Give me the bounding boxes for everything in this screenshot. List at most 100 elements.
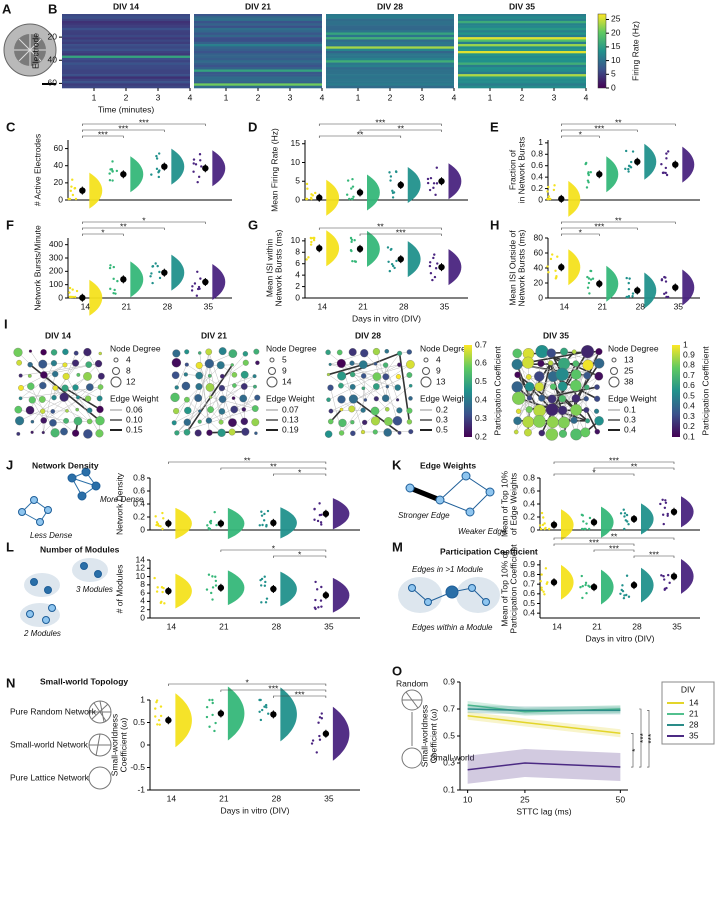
network-node xyxy=(75,407,79,412)
network-node xyxy=(515,408,522,414)
network-node xyxy=(173,407,180,415)
jitter-dot xyxy=(261,708,264,712)
raster-row xyxy=(458,37,586,40)
network-node xyxy=(27,362,33,368)
x-tick-label: 28 xyxy=(632,621,642,631)
raster-row xyxy=(62,34,190,38)
mean-dot xyxy=(270,711,277,718)
jitter-dot xyxy=(664,280,668,283)
jitter-dot xyxy=(163,602,166,605)
network-node xyxy=(557,405,568,416)
jitter-dot xyxy=(350,187,353,190)
violin xyxy=(407,167,421,203)
colorbar-label: Participation Coefficient xyxy=(700,346,710,436)
sig-label: * xyxy=(245,677,249,687)
network-node xyxy=(194,429,202,437)
violin xyxy=(568,249,581,286)
raster-row xyxy=(326,16,454,19)
network-edge xyxy=(187,386,200,411)
jitter-dot xyxy=(214,575,217,578)
schematic-title: Small-world Topology xyxy=(40,676,128,686)
x-axis-label: Days in vitro (DIV) xyxy=(221,805,290,815)
violin xyxy=(171,254,185,291)
jitter-dot xyxy=(318,738,322,741)
mean-dot xyxy=(322,592,330,599)
jitter-dot xyxy=(353,239,356,242)
violin xyxy=(682,146,695,183)
network-node xyxy=(339,407,344,412)
jitter-dot xyxy=(432,182,436,185)
raster-row xyxy=(194,57,322,61)
legend-title: Node Degree xyxy=(266,343,317,353)
jitter-dot xyxy=(205,588,209,591)
jitter-dot xyxy=(259,718,263,722)
raster-row xyxy=(326,39,454,43)
colorbar-tick-label: 0.1 xyxy=(683,431,695,441)
raster-row xyxy=(62,20,190,24)
legend-label: 4 xyxy=(126,354,131,364)
raster-row xyxy=(194,71,322,75)
jitter-dot xyxy=(540,511,544,515)
network-node xyxy=(184,406,192,415)
network-node xyxy=(181,381,191,391)
x-tick-label: 4 xyxy=(584,92,589,102)
network-node xyxy=(385,384,390,389)
violin xyxy=(280,571,297,607)
x-tick-label: 28 xyxy=(163,301,173,311)
sig-bracket xyxy=(318,135,402,138)
jitter-dot xyxy=(542,516,545,519)
y-tick-label: -0.5 xyxy=(130,762,145,772)
mean-dot xyxy=(120,171,127,178)
jitter-dot xyxy=(154,515,157,518)
network-node xyxy=(84,395,92,402)
x-tick-label: 28 xyxy=(272,621,282,631)
violin xyxy=(280,507,297,539)
network-node xyxy=(572,360,580,367)
network-node xyxy=(204,359,214,369)
raster-row xyxy=(194,62,322,66)
jitter-dot xyxy=(428,264,432,268)
network-edge xyxy=(328,363,364,376)
network-node xyxy=(555,367,569,381)
jitter-dot xyxy=(539,527,543,531)
sig-bracket xyxy=(82,233,124,236)
jitter-dot xyxy=(432,256,435,260)
network-node xyxy=(40,417,47,424)
legend-title: Node Degree xyxy=(608,343,659,353)
jitter-dot xyxy=(391,189,394,193)
jitter-dot xyxy=(109,287,112,291)
jitter-dot xyxy=(627,287,631,291)
network-node xyxy=(373,361,378,366)
jitter-dot xyxy=(554,277,558,280)
network-edge xyxy=(20,363,99,376)
violin xyxy=(606,265,619,302)
y-tick-label: 0.3 xyxy=(443,757,455,767)
legend-label: 0.13 xyxy=(282,414,299,424)
x-tick-label: 14 xyxy=(318,301,328,311)
mean-dot xyxy=(356,189,364,196)
jitter-dot xyxy=(587,181,590,184)
sig-label: *** xyxy=(609,543,620,553)
colorbar-label: Participation Coefficient xyxy=(492,346,502,436)
network-node xyxy=(50,349,58,356)
jitter-dot xyxy=(547,271,550,274)
jitter-dot xyxy=(262,519,266,522)
raster-row xyxy=(326,51,454,54)
y-tick-label: 0.2 xyxy=(133,511,145,521)
network-node xyxy=(348,348,357,357)
network-edge xyxy=(541,398,587,434)
network-node xyxy=(581,345,595,359)
jitter-dot xyxy=(318,716,322,719)
network-edge xyxy=(352,385,411,434)
network-edge xyxy=(220,397,258,423)
raster-row xyxy=(458,27,586,31)
network-node xyxy=(406,419,413,425)
mean-dot xyxy=(438,178,445,185)
jitter-dot xyxy=(265,525,268,528)
sig-label: ** xyxy=(397,123,404,133)
network-edge xyxy=(341,399,366,434)
jitter-dot xyxy=(112,265,115,269)
network-node xyxy=(41,430,45,435)
mean-dot xyxy=(202,165,209,172)
jitter-dot xyxy=(191,285,194,288)
